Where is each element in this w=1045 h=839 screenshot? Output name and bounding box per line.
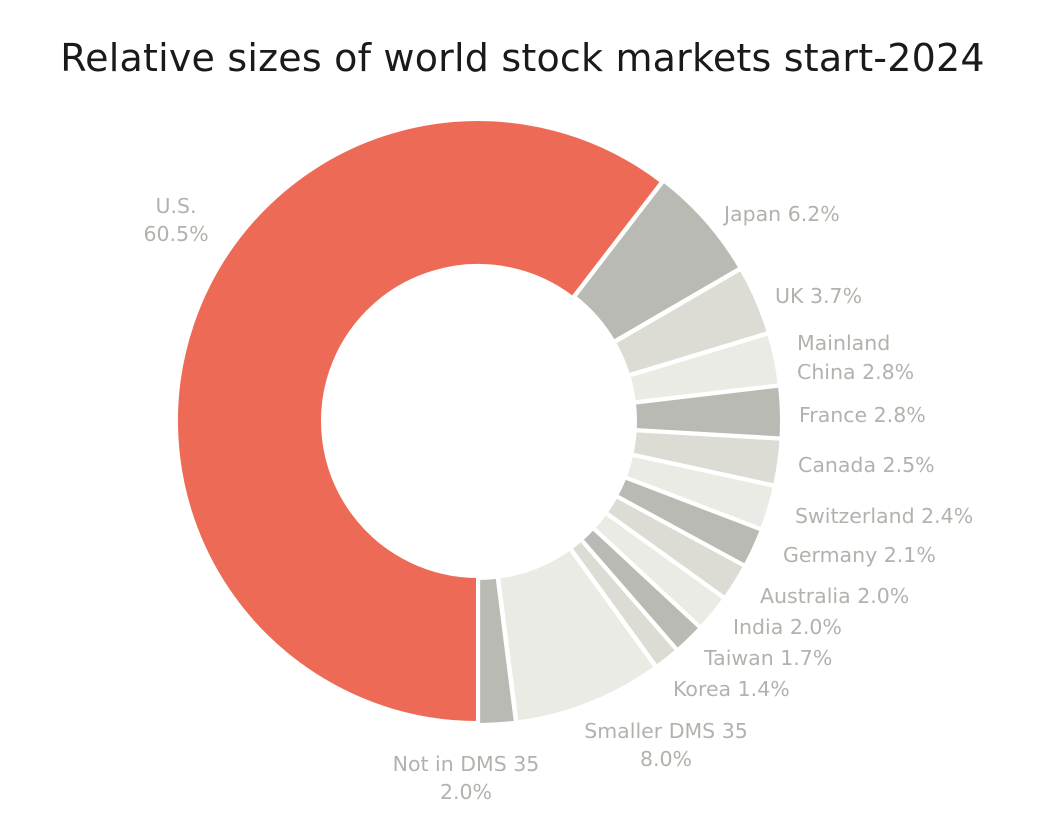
label-switzerland: Switzerland 2.4% (795, 504, 973, 528)
label-canada: Canada 2.5% (798, 453, 935, 477)
label-mainland-china: Mainland China 2.8% (797, 331, 914, 384)
label-smaller-dms-35: Smaller DMS 35 8.0% (584, 719, 748, 771)
label-uk: UK 3.7% (775, 284, 862, 308)
label-not-in-dms-35: Not in DMS 35 2.0% (393, 752, 540, 804)
slices (174, 117, 784, 727)
slice-labels: U.S. 60.5% Japan 6.2% UK 3.7% Mainland China … (143, 194, 973, 804)
label-korea: Korea 1.4% (673, 677, 790, 701)
label-australia: Australia 2.0% (760, 584, 909, 608)
slice-not-in-dms-35 (476, 574, 518, 727)
label-france: France 2.8% (799, 403, 926, 427)
label-india: India 2.0% (733, 615, 842, 639)
slice-u-s- (174, 117, 665, 725)
label-taiwan: Taiwan 1.7% (703, 646, 832, 670)
chart-title: Relative sizes of world stock markets st… (60, 36, 985, 80)
label-japan: Japan 6.2% (722, 202, 840, 226)
label-germany: Germany 2.1% (783, 543, 936, 567)
label-u-s-: U.S. 60.5% (143, 194, 208, 246)
